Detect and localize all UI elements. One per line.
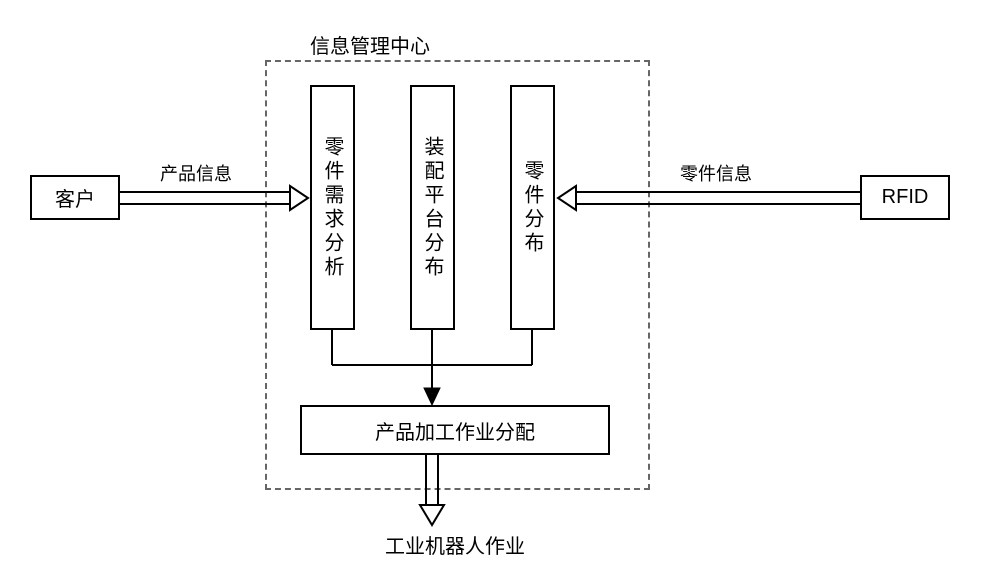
arrow-right-g [558,186,860,210]
join-lines [332,330,532,405]
diagram-canvas: 信息管理中心 客户 RFID 零件需求分析 装配平台分布 零件分布 产品加工作业… [0,0,1000,564]
arrow-left-g [120,186,308,210]
arrow-output-g [420,455,444,525]
arrow-left [0,0,1000,564]
